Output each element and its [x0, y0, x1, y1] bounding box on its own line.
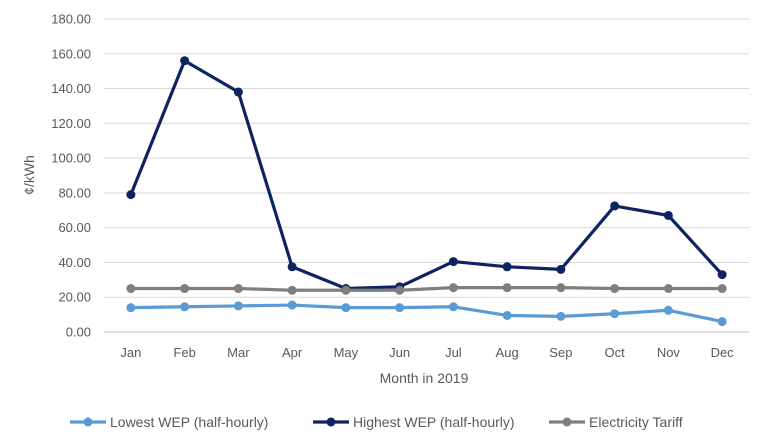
x-tick-label: Nov: [657, 345, 681, 360]
series-line: [129, 59, 724, 291]
legend-item: Highest WEP (half-hourly): [313, 414, 515, 430]
data-point: [502, 262, 512, 272]
data-point: [556, 264, 566, 274]
y-tick-label: 180.00: [51, 12, 91, 27]
data-point: [287, 285, 297, 295]
y-tick-label: 60.00: [58, 220, 91, 235]
y-tick-label: 20.00: [58, 290, 91, 305]
x-tick-label: Jan: [120, 345, 141, 360]
data-point: [233, 87, 243, 97]
x-tick-label: Jun: [389, 345, 410, 360]
data-point: [717, 270, 727, 280]
data-point: [287, 262, 297, 272]
legend-label: Electricity Tariff: [589, 414, 683, 430]
series-lines: [126, 56, 727, 327]
data-point: [180, 56, 190, 66]
legend: Lowest WEP (half-hourly) Highest WEP (hal…: [70, 414, 683, 430]
legend-item: Electricity Tariff: [549, 414, 683, 430]
data-point: [610, 201, 620, 211]
y-tick-label: 40.00: [58, 255, 91, 270]
data-point: [233, 301, 243, 311]
x-tick-label: May: [334, 345, 359, 360]
y-tick-label: 120.00: [51, 116, 91, 131]
y-tick-label: 0.00: [66, 325, 91, 340]
data-point: [341, 303, 351, 313]
x-axis-label: Month in 2019: [380, 370, 469, 386]
x-tick-label: Aug: [496, 345, 519, 360]
data-point: [610, 284, 620, 294]
series-3: [126, 283, 727, 295]
x-tick-label: Sep: [549, 345, 572, 360]
series-line: [129, 286, 724, 292]
data-point: [448, 302, 458, 312]
x-tick-label: Dec: [711, 345, 735, 360]
legend-item: Lowest WEP (half-hourly): [70, 414, 268, 430]
data-point: [663, 210, 673, 220]
x-tick-labels: Jan Feb Mar Apr May Jun Jul Aug Sep Oct Nov Dec: [120, 345, 734, 360]
data-point: [126, 190, 136, 200]
legend-swatch-marker: [326, 417, 336, 427]
data-point: [448, 257, 458, 267]
data-point: [663, 284, 673, 294]
y-tick-label: 140.00: [51, 81, 91, 96]
data-point: [556, 311, 566, 321]
y-tick-label: 100.00: [51, 151, 91, 166]
data-point: [126, 303, 136, 313]
data-point: [341, 285, 351, 295]
data-point: [126, 284, 136, 294]
series-line: [129, 303, 724, 324]
data-point: [180, 284, 190, 294]
series-2: [126, 56, 727, 294]
data-point: [180, 302, 190, 312]
legend-label: Lowest WEP (half-hourly): [110, 414, 268, 430]
data-point: [395, 303, 405, 313]
legend-label: Highest WEP (half-hourly): [353, 414, 515, 430]
data-point: [502, 283, 512, 293]
data-point: [287, 300, 297, 310]
data-point: [556, 283, 566, 293]
data-point: [663, 305, 673, 315]
data-point: [395, 285, 405, 295]
gridlines: [104, 18, 749, 333]
data-point: [717, 284, 727, 294]
data-point: [233, 284, 243, 294]
series-1: [126, 300, 727, 327]
data-point: [448, 283, 458, 293]
data-point: [502, 310, 512, 320]
legend-swatch-marker: [83, 417, 93, 427]
data-point: [717, 317, 727, 327]
x-tick-label: Jul: [445, 345, 462, 360]
y-tick-labels: 0.00 20.00 40.00 60.00 80.00 100.00 120.00 140.…: [51, 12, 91, 340]
y-tick-label: 160.00: [51, 46, 91, 61]
y-axis-label: ¢/kWh: [21, 155, 37, 195]
x-tick-label: Oct: [605, 345, 626, 360]
x-tick-label: Mar: [227, 345, 250, 360]
legend-swatch-marker: [562, 417, 572, 427]
x-tick-label: Apr: [282, 345, 303, 360]
y-tick-label: 80.00: [58, 185, 91, 200]
x-tick-label: Feb: [173, 345, 195, 360]
data-point: [610, 309, 620, 319]
